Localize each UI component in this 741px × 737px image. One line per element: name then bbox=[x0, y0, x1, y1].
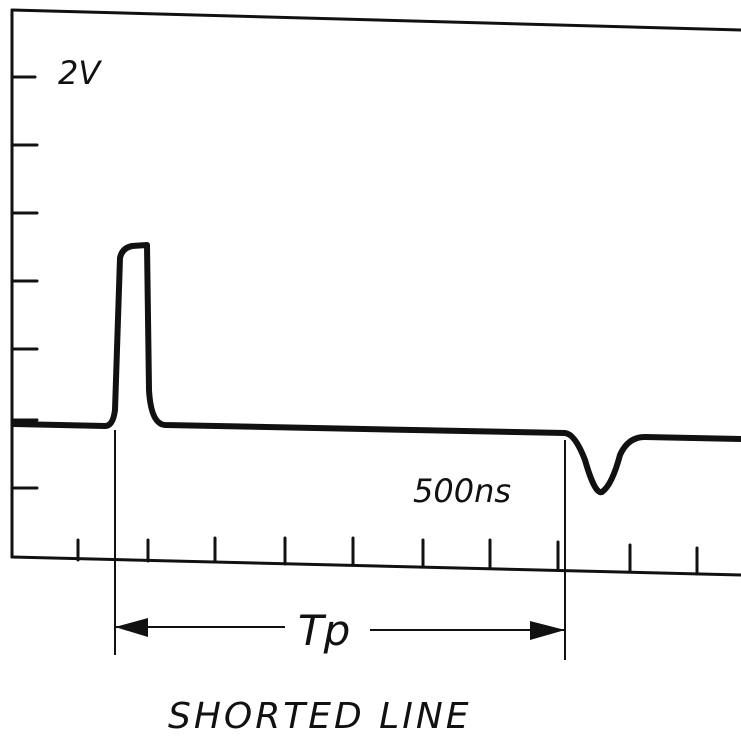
tp-measurement bbox=[114, 430, 566, 660]
bottom-axis bbox=[10, 555, 741, 577]
interval-label: Tp bbox=[298, 606, 350, 655]
x-ticks bbox=[76, 536, 699, 576]
y-ticks bbox=[10, 75, 39, 490]
arrow-left bbox=[115, 618, 148, 637]
top-border bbox=[10, 8, 741, 32]
scope-frame bbox=[10, 8, 741, 577]
time-label: 500ns bbox=[413, 472, 511, 510]
arrow-right bbox=[530, 621, 565, 640]
voltage-label: 2V bbox=[58, 54, 102, 92]
waveform bbox=[11, 242, 741, 496]
caption: SHORTED LINE bbox=[168, 696, 472, 737]
